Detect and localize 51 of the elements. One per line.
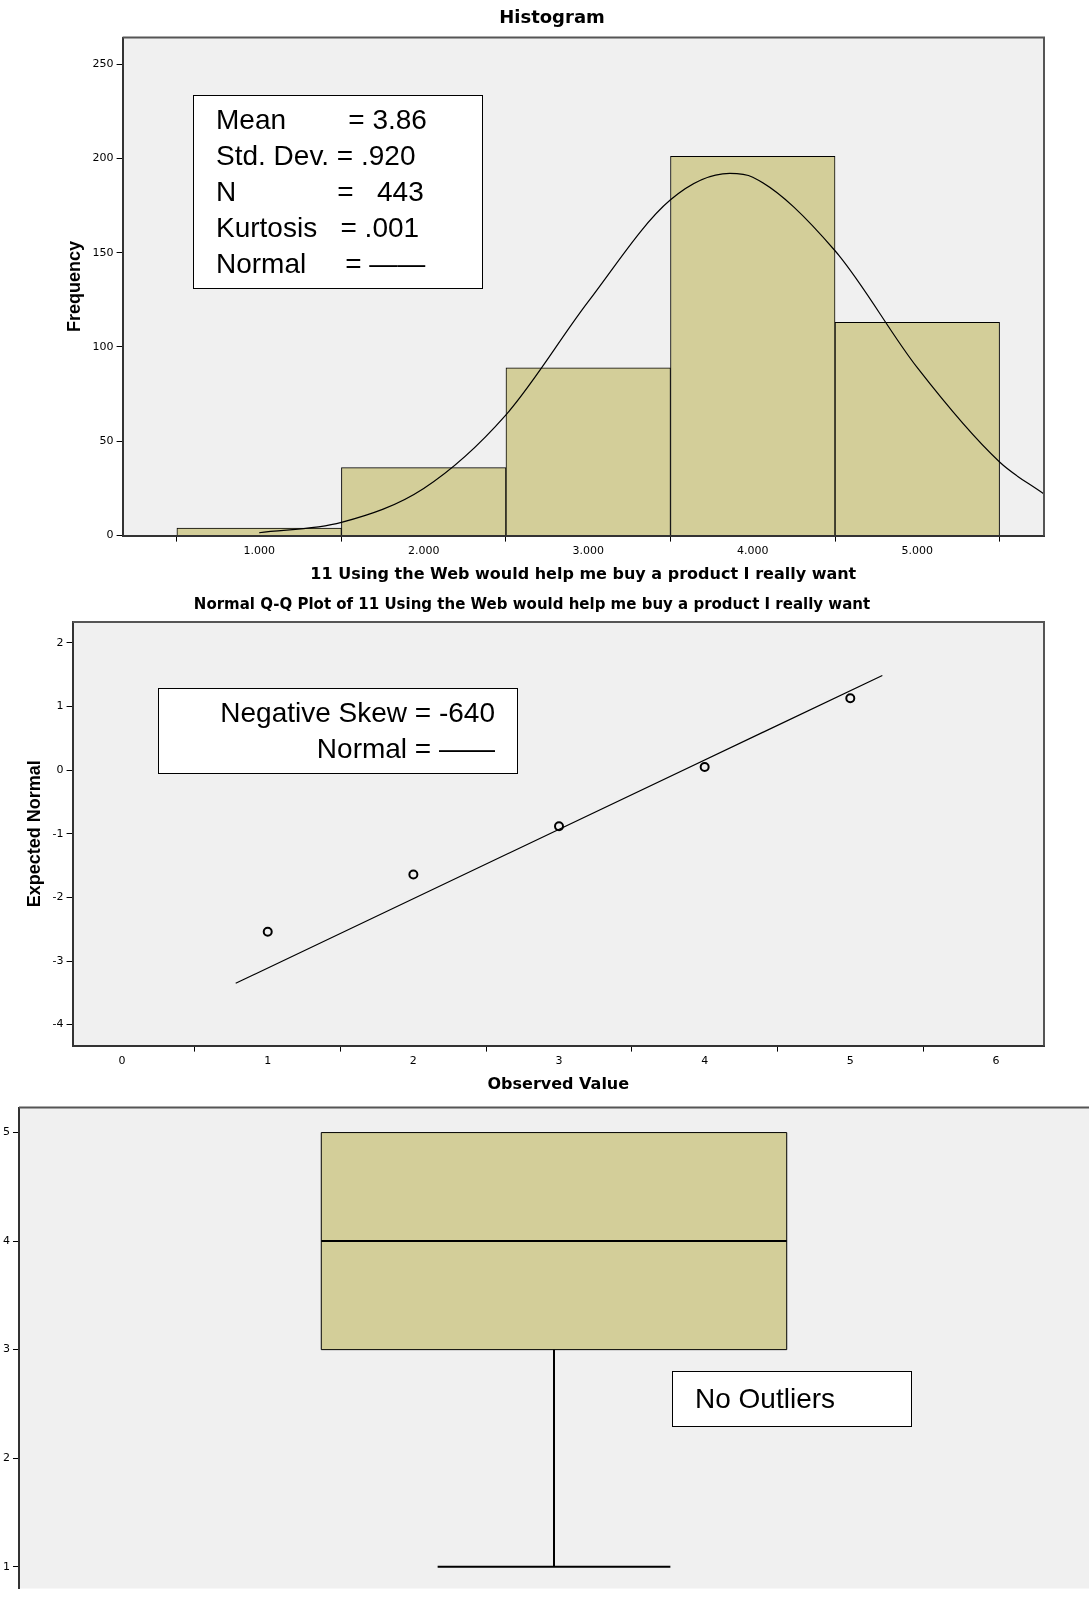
annotation: No Outliers: [695, 1382, 837, 1416]
annotation: Normal = ——: [216, 247, 427, 281]
point: [408, 869, 419, 880]
x-tick-label: 2.000: [407, 544, 440, 558]
y-tick-label: 0: [56, 763, 64, 777]
y-tick-label: 2: [56, 635, 64, 649]
y-tick-label: 50: [99, 434, 114, 448]
y-tick-label: 5: [3, 1125, 10, 1139]
x-tick-label: 5: [846, 1054, 854, 1068]
x-tick-label: 1: [264, 1054, 272, 1068]
x-tick-label: 3: [555, 1054, 563, 1068]
text-box: No Outliers: [672, 1371, 912, 1427]
y-tick-label: 150: [92, 245, 114, 259]
x-tick-label: 6: [992, 1054, 1000, 1068]
y-tick-label: 2: [3, 1451, 10, 1465]
y-tick-label: -2: [52, 890, 64, 904]
x-axis-title: 11 Using the Web would help me buy a product I really want: [310, 563, 857, 583]
x-tick-label: 4: [701, 1054, 709, 1068]
y-tick-label: 200: [92, 151, 114, 165]
chart-title: Normal Q-Q Plot of 11 Using the Web would help me buy a product I really want: [193, 594, 871, 613]
y-axis-title: Frequency: [63, 241, 84, 333]
annotation: N = 443: [216, 175, 425, 209]
y-tick-label: 1: [56, 699, 64, 713]
x-tick-label: 2: [409, 1054, 417, 1068]
annotation: Std. Dev. = .920: [216, 139, 417, 173]
annotation: Normal = ——: [315, 732, 495, 766]
y-tick-label: 4: [3, 1233, 10, 1247]
y-tick-label: 0: [106, 528, 114, 542]
x-tick-label: 1.000: [243, 544, 275, 558]
y-tick-label: 1: [3, 1559, 10, 1573]
annotation: Kurtosis = .001: [216, 211, 421, 245]
y-tick-label: -3: [52, 953, 64, 967]
x-tick-label: 3.000: [572, 544, 604, 558]
x-tick-label: 5.000: [901, 544, 934, 558]
point: [554, 821, 565, 832]
text-box: Negative Skew = -640 Normal = ——: [158, 688, 518, 774]
y-tick-label: -1: [52, 826, 64, 840]
point: [262, 926, 273, 937]
y-tick-label: 100: [92, 339, 114, 353]
y-tick-label: 3: [3, 1342, 10, 1356]
y-tick-label: -4: [52, 1017, 64, 1031]
chart-title: Histogram: [499, 6, 605, 28]
annotation: Mean = 3.86: [216, 103, 428, 137]
x-tick-label: 4.000: [737, 544, 769, 558]
y-tick-label: 250: [92, 56, 114, 70]
y-axis-title: Expected Normal: [23, 760, 44, 908]
point: [845, 693, 856, 704]
x-tick-label: 0: [118, 1054, 126, 1068]
point: [699, 762, 710, 773]
annotation: Negative Skew = -640: [219, 696, 495, 730]
x-axis-title: Observed Value: [487, 1073, 630, 1093]
